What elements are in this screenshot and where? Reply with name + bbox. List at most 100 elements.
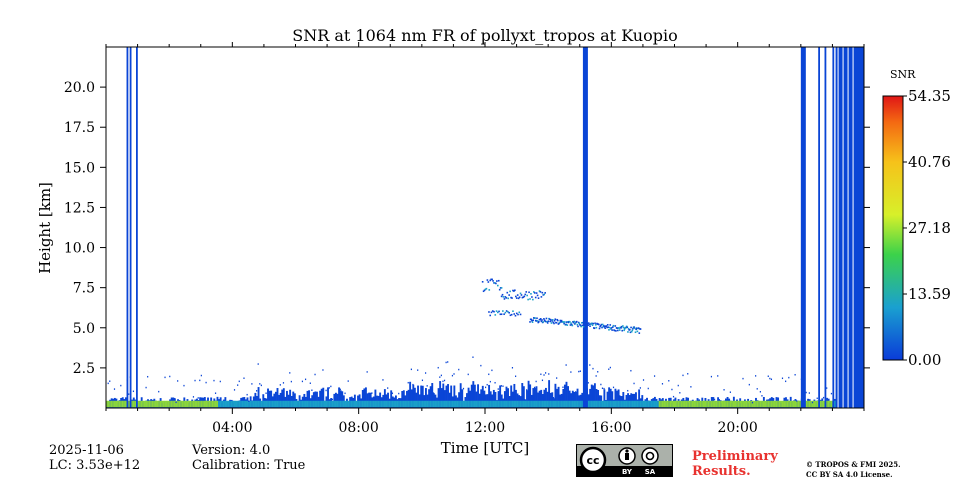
bl-signal-core bbox=[773, 400, 776, 408]
bl-signal-core bbox=[753, 400, 756, 408]
bl-signal-core bbox=[526, 400, 528, 408]
bl-signal-core bbox=[620, 400, 623, 408]
noise-speck bbox=[619, 395, 621, 397]
bl-signal-core bbox=[575, 400, 577, 408]
bl-signal-core bbox=[377, 400, 380, 408]
bl-signal-core bbox=[237, 400, 239, 408]
bl-signal-core bbox=[338, 400, 341, 408]
noise-speck bbox=[183, 384, 185, 387]
cloud-pixel bbox=[569, 324, 572, 326]
bl-signal-core bbox=[257, 400, 260, 408]
bl-signal-core bbox=[439, 400, 442, 408]
noise-speck bbox=[526, 389, 528, 391]
bl-signal-core bbox=[412, 400, 415, 408]
bl-signal-core bbox=[576, 400, 579, 408]
noise-speck bbox=[718, 398, 720, 401]
noise-speck bbox=[194, 379, 196, 382]
bl-signal-core bbox=[789, 400, 792, 408]
bl-signal-core bbox=[740, 400, 743, 408]
bl-signal-core bbox=[805, 400, 808, 408]
bl-signal-core bbox=[175, 400, 178, 408]
bl-signal bbox=[497, 391, 500, 408]
noise-speck bbox=[524, 399, 526, 401]
bl-signal bbox=[270, 390, 273, 408]
noise-speck bbox=[200, 374, 202, 377]
bl-signal bbox=[551, 392, 554, 408]
noise-speck bbox=[491, 369, 493, 372]
cloud-pixel bbox=[635, 327, 638, 329]
cloud-pixel bbox=[618, 329, 621, 331]
noise-speck bbox=[805, 391, 807, 394]
cloud-pixel bbox=[519, 292, 522, 295]
cloud-pixel bbox=[539, 318, 542, 320]
x-tick-label: 08:00 bbox=[338, 420, 378, 436]
noise-speck bbox=[260, 384, 262, 387]
bl-signal-core bbox=[344, 400, 347, 408]
cloud-pixel bbox=[603, 326, 606, 328]
bl-signal-core bbox=[522, 400, 525, 408]
cloud-pixel bbox=[490, 278, 492, 281]
bl-signal-core bbox=[342, 400, 345, 408]
bl-signal-core bbox=[428, 400, 431, 408]
bl-signal-core bbox=[516, 400, 519, 408]
cloud-pixel bbox=[499, 287, 502, 289]
noise-speck bbox=[205, 381, 207, 384]
noise-speck bbox=[601, 387, 604, 390]
cloud-pixel bbox=[540, 296, 543, 298]
noise-speck bbox=[145, 386, 147, 389]
noise-speck bbox=[578, 370, 580, 373]
bl-signal-core bbox=[549, 400, 552, 408]
bl-signal bbox=[274, 391, 277, 408]
cloud-pixel bbox=[629, 328, 631, 331]
cloud-pixel bbox=[586, 322, 589, 325]
noise-speck bbox=[391, 392, 394, 395]
cloud-pixel bbox=[525, 291, 528, 293]
noise-speck bbox=[107, 382, 109, 385]
cloud-pixel bbox=[513, 313, 516, 315]
cloud-pixel bbox=[591, 324, 594, 327]
bl-signal-core bbox=[297, 400, 299, 408]
bl-signal-core bbox=[421, 400, 424, 408]
bl-signal-core bbox=[625, 400, 628, 408]
cloud-pixel bbox=[520, 294, 523, 296]
bl-signal-core bbox=[159, 400, 162, 408]
bl-signal-core bbox=[244, 400, 247, 408]
bl-signal-core bbox=[110, 400, 113, 408]
bl-signal-core bbox=[513, 400, 516, 408]
bl-signal-core bbox=[527, 400, 530, 408]
noise-speck bbox=[256, 390, 258, 392]
bl-signal-core bbox=[833, 400, 836, 408]
noise-speck bbox=[552, 397, 555, 399]
cloud-pixel bbox=[483, 289, 486, 292]
bl-signal-core bbox=[210, 400, 213, 408]
noise-speck bbox=[158, 390, 160, 393]
bl-signal-core bbox=[529, 400, 532, 408]
bl-signal-core bbox=[150, 400, 153, 408]
bl-signal bbox=[467, 387, 470, 408]
cloud-pixel bbox=[631, 329, 634, 332]
cloud-pixel bbox=[572, 321, 575, 324]
cloud-pixel bbox=[537, 297, 540, 299]
cloud-pixel bbox=[488, 311, 490, 313]
bl-signal bbox=[390, 390, 393, 408]
cloud-pixel bbox=[489, 279, 492, 282]
bl-signal bbox=[410, 389, 413, 408]
bl-signal-core bbox=[156, 400, 159, 408]
cloud-pixel bbox=[605, 325, 608, 327]
copyright-notice: © TROPOS & FMI 2025. CC BY SA 4.0 Licens… bbox=[806, 460, 901, 480]
bl-signal-core bbox=[466, 400, 468, 408]
bl-signal-core bbox=[309, 400, 312, 408]
bl-signal-core bbox=[178, 400, 181, 408]
cloud-pixel bbox=[601, 323, 604, 326]
noise-speck bbox=[246, 393, 248, 396]
cloud-pixel bbox=[536, 294, 539, 297]
bl-signal bbox=[448, 392, 451, 408]
bl-signal-core bbox=[710, 400, 713, 408]
bl-signal-core bbox=[548, 400, 551, 408]
bl-signal-core bbox=[290, 400, 293, 408]
cloud-pixel bbox=[511, 297, 513, 299]
bl-signal-core bbox=[120, 400, 123, 408]
bl-signal-core bbox=[323, 400, 326, 408]
cloud-pixel bbox=[576, 323, 579, 326]
bl-signal bbox=[308, 390, 311, 408]
